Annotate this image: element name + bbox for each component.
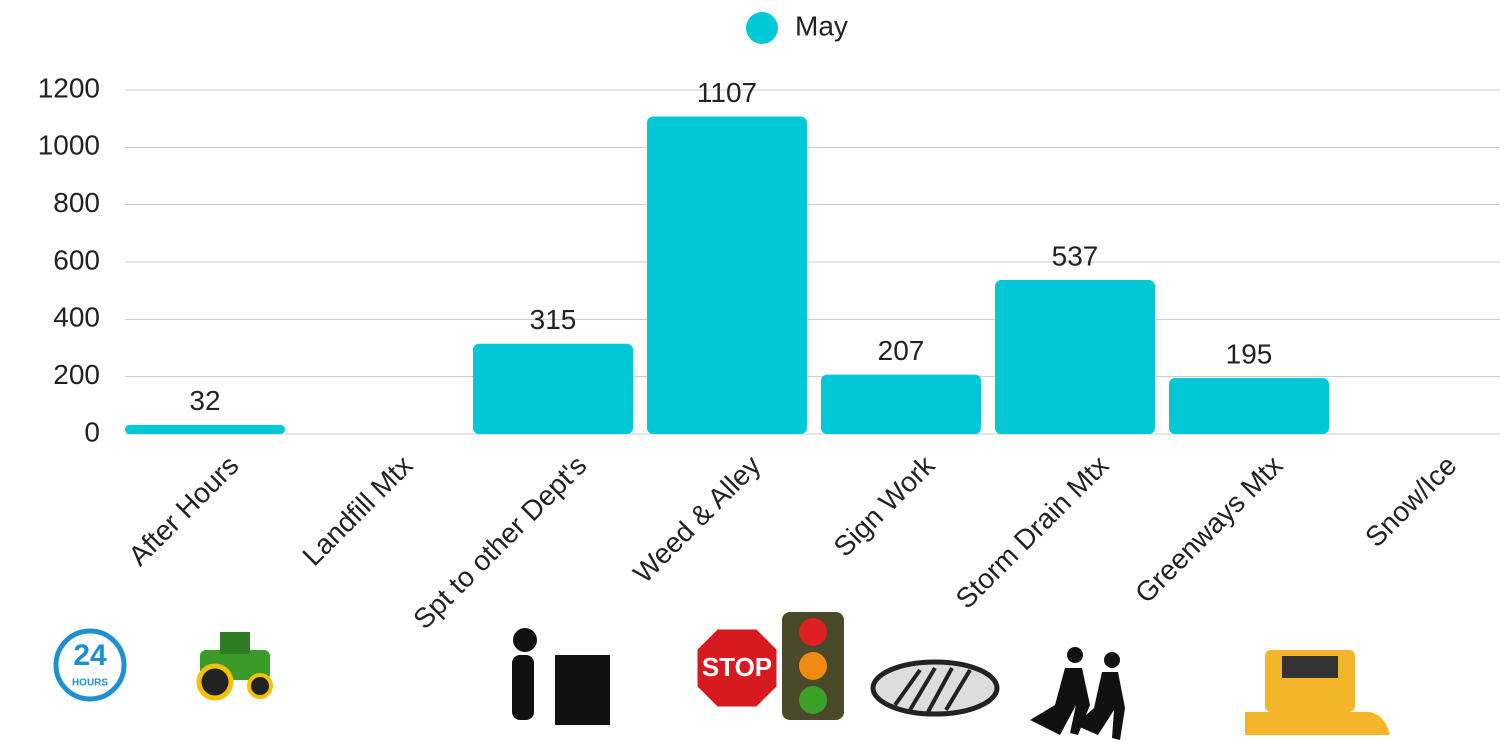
plow-icon (1245, 712, 1390, 735)
y-tick-label: 1200 (38, 72, 100, 103)
traffic-light-icon (799, 686, 827, 714)
worker-icon (513, 628, 537, 652)
y-tick-label: 0 (84, 416, 100, 447)
tractor-icon (199, 666, 231, 698)
y-tick-label: 400 (53, 302, 100, 333)
data-label: 32 (189, 385, 220, 416)
x-tick-label: Sign Work (828, 449, 942, 563)
bar (647, 117, 807, 434)
icon-text: HOURS (72, 678, 108, 689)
data-label: 195 (1226, 338, 1273, 369)
x-tick-label: Landfill Mtx (296, 450, 418, 572)
chart: 24 HOURS STOP 0 200 400 600 800 1000 1200 May Af… (0, 0, 1510, 743)
worker-icon (512, 655, 534, 720)
x-tick-label: Greenways Mtx (1129, 450, 1288, 609)
traffic-light-icon (799, 618, 827, 646)
x-tick-label: Spt to other Dept's (407, 450, 592, 635)
data-label: 315 (530, 304, 577, 335)
bar (125, 425, 285, 434)
tractor-icon (220, 632, 250, 654)
data-label: 207 (878, 335, 925, 366)
hedge-icon (555, 655, 610, 725)
icon-text: STOP (702, 652, 772, 682)
bar (1169, 378, 1329, 434)
x-tick-label: Weed & Alley (627, 450, 766, 589)
y-tick-label: 600 (53, 244, 100, 275)
legend-label: May (795, 10, 848, 41)
x-tick-label: Snow/Ice (1359, 450, 1462, 553)
y-tick-label: 1000 (38, 130, 100, 161)
x-tick-label: Storm Drain Mtx (950, 450, 1115, 615)
icons: 24 HOURS STOP (56, 612, 1390, 740)
y-tick-label: 800 (53, 187, 100, 218)
bar (473, 344, 633, 434)
data-label: 1107 (697, 77, 757, 108)
bar (821, 375, 981, 434)
data-label: 537 (1052, 240, 1099, 271)
runner-icon (1030, 647, 1125, 740)
traffic-light-icon (799, 652, 827, 680)
legend-marker (746, 12, 778, 44)
truck-icon (1282, 656, 1338, 678)
bar (995, 280, 1155, 434)
tractor-icon (249, 675, 271, 697)
icon-text: 24 (73, 639, 107, 672)
x-tick-label: After Hours (122, 450, 244, 572)
y-tick-label: 200 (53, 359, 100, 390)
